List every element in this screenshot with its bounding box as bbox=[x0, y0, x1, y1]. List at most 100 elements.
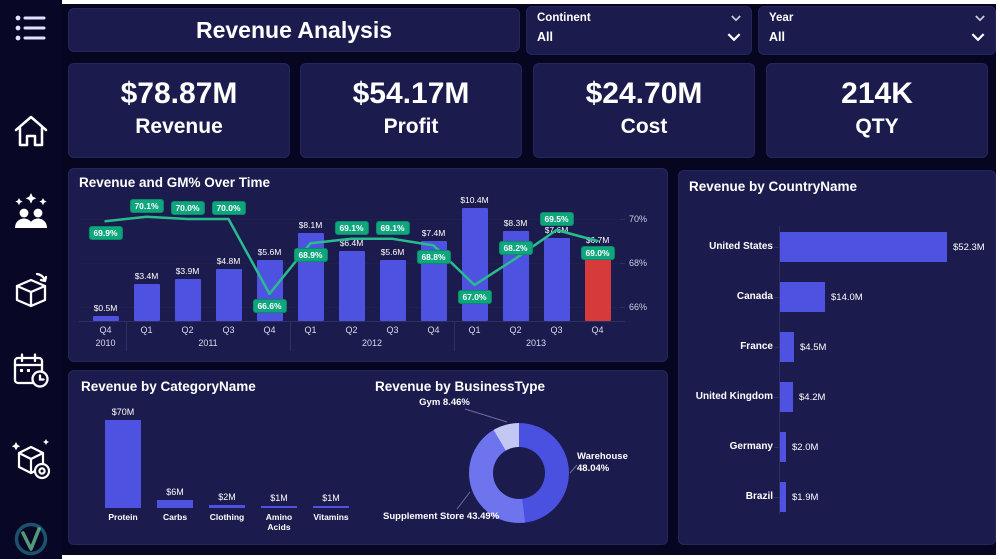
x-axis-label: Q2 bbox=[181, 325, 194, 335]
axis-tick bbox=[774, 347, 779, 348]
gm-data-label: 68.2% bbox=[498, 240, 533, 255]
y-axis-line bbox=[779, 226, 780, 514]
bar-value-label: $7.6M bbox=[544, 225, 569, 235]
y2-axis-label: 70% bbox=[629, 214, 648, 224]
filter-value: All bbox=[769, 30, 785, 44]
chart-title: Revenue by CountryName bbox=[689, 179, 858, 194]
x-axis-label: Q2 bbox=[509, 325, 522, 335]
revenue-bar[interactable] bbox=[215, 269, 242, 321]
gm-data-label: 67.0% bbox=[457, 290, 492, 304]
revenue-bar[interactable] bbox=[297, 233, 324, 321]
kpi-value: $78.87M bbox=[120, 77, 238, 110]
chevron-down-icon[interactable] bbox=[975, 14, 985, 22]
gm-data-label: 68.9% bbox=[293, 248, 328, 263]
menu-list-icon[interactable] bbox=[14, 12, 48, 49]
filter-value: All bbox=[537, 30, 553, 44]
country-bar[interactable] bbox=[780, 432, 786, 462]
country-value-label: $1.9M bbox=[792, 492, 819, 503]
category-bar[interactable] bbox=[157, 500, 193, 508]
year-separator bbox=[126, 321, 127, 351]
axis-tick bbox=[774, 497, 779, 498]
x-axis-label: Q4 bbox=[591, 325, 604, 335]
year-separator bbox=[290, 321, 291, 351]
revenue-bar[interactable] bbox=[461, 208, 488, 321]
returns-box-icon[interactable] bbox=[12, 271, 50, 314]
country-label: Canada bbox=[736, 291, 773, 302]
axis-tick bbox=[620, 263, 625, 264]
calendar-clock-icon[interactable] bbox=[12, 352, 50, 394]
country-bar[interactable] bbox=[780, 482, 786, 512]
revenue-bar[interactable] bbox=[338, 251, 365, 321]
x-axis-label: Q4 bbox=[263, 325, 276, 335]
year-select[interactable]: All bbox=[759, 24, 995, 44]
chevron-down-icon[interactable] bbox=[731, 14, 741, 22]
revenue-bar[interactable] bbox=[543, 238, 570, 321]
x-axis-label: Q2 bbox=[345, 325, 358, 335]
country-bar[interactable] bbox=[780, 382, 793, 412]
sidebar bbox=[0, 0, 62, 559]
country-label: France bbox=[740, 341, 773, 352]
donut-slice-label: Gym 8.46% bbox=[419, 397, 470, 408]
category-bar[interactable] bbox=[313, 506, 349, 508]
country-label: Germany bbox=[729, 441, 773, 452]
page-title-card: Revenue Analysis bbox=[68, 8, 520, 52]
country-value-label: $4.2M bbox=[799, 392, 826, 403]
kpi-value: $24.70M bbox=[585, 77, 703, 110]
category-label: Clothing bbox=[209, 512, 245, 522]
home-icon[interactable] bbox=[12, 113, 50, 154]
category-bar[interactable] bbox=[209, 505, 245, 508]
bar-value-label: $5.6M bbox=[380, 247, 405, 257]
x-axis-label: Q4 bbox=[427, 325, 440, 335]
gm-data-label: 69.9% bbox=[88, 226, 123, 241]
category-label: Amino Acids bbox=[265, 512, 293, 532]
frame-right bbox=[996, 0, 1000, 559]
x-axis-label: Q1 bbox=[140, 325, 153, 335]
team-icon[interactable] bbox=[11, 192, 51, 235]
kpi-value: $54.17M bbox=[352, 77, 470, 110]
x-axis-label: Q3 bbox=[386, 325, 399, 335]
year-separator bbox=[454, 321, 455, 351]
country-bar[interactable] bbox=[780, 232, 947, 262]
country-bar[interactable] bbox=[780, 282, 825, 312]
revenue-bar[interactable] bbox=[92, 316, 119, 321]
x-axis-label: Q1 bbox=[304, 325, 317, 335]
bar-value-label: $3.4M bbox=[134, 271, 159, 281]
kpi-card-profit: $54.17M Profit bbox=[300, 63, 522, 158]
revenue-bar[interactable] bbox=[174, 279, 201, 321]
x-axis-label: Q3 bbox=[222, 325, 235, 335]
chart-title: Revenue by BusinessType bbox=[375, 379, 546, 394]
category-value-label: $70M bbox=[111, 407, 135, 417]
continent-select[interactable]: All bbox=[527, 24, 751, 44]
revenue-bar[interactable] bbox=[379, 260, 406, 321]
page-title: Revenue Analysis bbox=[195, 17, 393, 43]
country-label: Brazil bbox=[745, 491, 773, 502]
revenue-by-country-chart: United States $52.3M Canada $14.0M France $4.… bbox=[679, 171, 995, 544]
x-axis-label: Q1 bbox=[468, 325, 481, 335]
gm-data-label: 70.0% bbox=[170, 201, 205, 215]
revenue-bar[interactable] bbox=[133, 284, 160, 321]
country-bar[interactable] bbox=[780, 332, 794, 362]
revenue-by-country-card: Revenue by CountryName United States $52.… bbox=[678, 170, 996, 545]
frame-top bbox=[62, 0, 1000, 4]
kpi-label: Cost bbox=[620, 115, 668, 138]
gm-data-label: 69.0% bbox=[580, 246, 615, 260]
country-label: United Kingdom bbox=[695, 391, 773, 402]
category-bar[interactable] bbox=[105, 420, 141, 508]
bar-value-label: $0.5M bbox=[93, 303, 118, 313]
bar-value-label: $3.9M bbox=[175, 266, 200, 276]
gm-data-label: 70.1% bbox=[129, 198, 164, 213]
donut-slice-label: Warehouse 48.04% bbox=[577, 451, 628, 474]
y2-axis-label: 68% bbox=[629, 258, 648, 268]
kpi-label: QTY bbox=[855, 115, 899, 138]
category-bar[interactable] bbox=[261, 506, 297, 508]
brand-logo bbox=[13, 521, 49, 559]
product-settings-icon[interactable] bbox=[10, 437, 52, 486]
bar-value-label: $6.7M bbox=[585, 235, 610, 245]
x-axis-line bbox=[79, 321, 625, 322]
country-value-label: $4.5M bbox=[800, 342, 827, 353]
frame-bottom bbox=[62, 555, 1000, 559]
filter-label: Continent bbox=[537, 12, 591, 24]
category-value-label: $1M bbox=[322, 493, 340, 503]
kpi-label: Profit bbox=[383, 115, 439, 138]
